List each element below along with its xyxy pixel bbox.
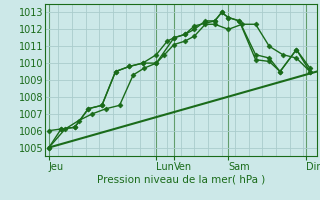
X-axis label: Pression niveau de la mer( hPa ): Pression niveau de la mer( hPa ) xyxy=(97,174,265,184)
